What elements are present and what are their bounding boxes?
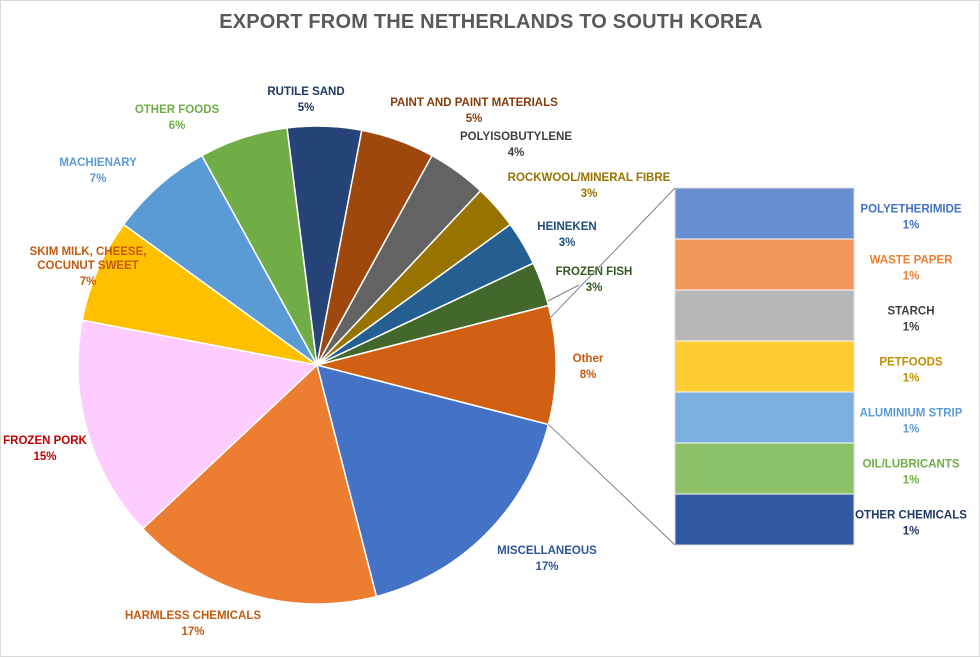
slice-label-rutile-sand: RUTILE SAND 5% <box>267 86 344 114</box>
leader-line-frozen-fish <box>547 284 580 302</box>
bar-segment-petfoods <box>674 340 855 393</box>
bar-segment-aluminium-strip <box>674 391 855 444</box>
bar-segment-polyetherimide <box>674 187 855 240</box>
slice-value-text: 3% <box>559 237 576 249</box>
segment-value-text: 1% <box>903 373 920 385</box>
segment-value-text: 1% <box>903 322 920 334</box>
slice-label-rockwool-mineral-fibre: ROCKWOOL/MINERAL FIBRE 3% <box>508 172 671 200</box>
pie-slice-skim-milk-cheese-cocunut-sweet <box>81 223 318 366</box>
bar-outline <box>674 187 855 546</box>
slice-label-text: RUTILE SAND <box>267 86 344 98</box>
bar-segment-waste-paper <box>674 238 855 291</box>
segment-label-other-chemicals: OTHER CHEMICALS 1% <box>855 510 967 538</box>
slice-label-frozen-fish: FROZEN FISH3% <box>556 266 633 294</box>
slice-value-text: 8% <box>580 369 597 381</box>
slice-label-other: Other 8% <box>573 353 604 381</box>
pie-slice-harmless-chemicals <box>141 363 378 605</box>
slice-label-text: HARMLESS CHEMICALS <box>125 610 261 622</box>
segment-label-petfoods: PETFOODS 1% <box>879 357 943 385</box>
slice-label-text: SKIM MILK, CHEESE, <box>30 246 147 258</box>
slice-value-text: 17% <box>535 561 558 573</box>
bar-segment-oil-lubricants <box>674 442 855 495</box>
slice-label-other-foods: OTHER FOODS 6% <box>135 104 220 132</box>
segment-label-text: STARCH <box>887 306 934 318</box>
pie-slice-miscellaneous <box>315 363 550 598</box>
slice-label-polyisobutylene: POLYISOBUTYLENE 4% <box>460 131 572 159</box>
slice-label-heineken: HEINEKEN 3% <box>537 221 596 249</box>
slice-value-text: 15% <box>33 451 56 463</box>
slice-label-text: POLYISOBUTYLENE <box>460 131 572 143</box>
pie-slice-machienary <box>122 154 318 366</box>
slice-value-text: 5% <box>298 102 315 114</box>
slice-label-text: MISCELLANEOUS <box>497 545 597 557</box>
slice-label-text: COCUNUT SWEET <box>37 260 139 272</box>
slice-label-skim-milk-cheese-cocunut-sweet: SKIM MILK, CHEESE, COCUNUT SWEET 7% <box>30 246 147 288</box>
segment-label-text: WASTE PAPER <box>870 255 954 267</box>
segment-label-text: ALUMINIUM STRIP <box>860 408 963 420</box>
segment-value-text: 1% <box>903 271 920 283</box>
connector-line-top <box>550 187 676 318</box>
slice-value-text: 5% <box>466 113 483 125</box>
segment-label-text: PETFOODS <box>879 357 943 369</box>
segment-value-text: 1% <box>903 526 920 538</box>
slice-value-text: 17% <box>181 626 204 638</box>
segment-label-text: POLYETHERIMIDE <box>860 204 962 216</box>
segment-label-text: OIL/LUBRICANTS <box>862 459 959 471</box>
pie-slice-other <box>316 304 557 426</box>
segment-label-aluminium-strip: ALUMINIUM STRIP 1% <box>860 408 963 436</box>
slice-label-text: FROZEN PORK <box>3 435 87 447</box>
slice-label-text: OTHER FOODS <box>135 104 220 116</box>
slice-label-miscellaneous: MISCELLANEOUS 17% <box>497 545 597 573</box>
segment-value-text: 1% <box>903 475 920 487</box>
segment-label-polyetherimide: POLYETHERIMIDE 1% <box>860 204 962 232</box>
slice-label-machienary: MACHIENARY 7% <box>59 157 137 185</box>
segment-label-waste-paper: WASTE PAPER 1% <box>870 255 954 283</box>
bar-segment-other-chemicals <box>674 493 855 546</box>
slice-value-text: 3% <box>581 188 598 200</box>
slice-label-text: PAINT AND PAINT MATERIALS <box>390 97 558 109</box>
slice-label-harmless-chemicals: HARMLESS CHEMICALS 17% <box>125 610 261 638</box>
slice-value-text: 3% <box>586 282 603 294</box>
segment-label-starch: STARCH 1% <box>887 306 934 334</box>
pie-slice-frozen-pork <box>77 319 319 530</box>
slice-value-text: 6% <box>169 120 186 132</box>
slice-label-text: HEINEKEN <box>537 221 596 233</box>
slice-value-text: 7% <box>90 173 107 185</box>
slice-label-text: Other <box>573 353 604 365</box>
segment-label-oil-lubricants: OIL/LUBRICANTS 1% <box>862 459 959 487</box>
segment-value-text: 1% <box>903 220 920 232</box>
slice-value-text: 7% <box>80 276 97 288</box>
slice-label-text: ROCKWOOL/MINERAL FIBRE <box>508 172 671 184</box>
connector-line-bottom <box>548 424 676 546</box>
chart-title: EXPORT FROM THE NETHERLANDS TO SOUTH KOR… <box>219 11 763 33</box>
slice-label-text: MACHIENARY <box>59 157 137 169</box>
segment-value-text: 1% <box>903 424 920 436</box>
slice-label-frozen-pork: FROZEN PORK 15% <box>3 435 87 463</box>
slice-label-paint-and-paint-materials: PAINT AND PAINT MATERIALS 5% <box>390 97 558 125</box>
bar-segment-starch <box>674 289 855 342</box>
slice-value-text: 4% <box>508 147 525 159</box>
segment-label-text: OTHER CHEMICALS <box>855 510 967 522</box>
